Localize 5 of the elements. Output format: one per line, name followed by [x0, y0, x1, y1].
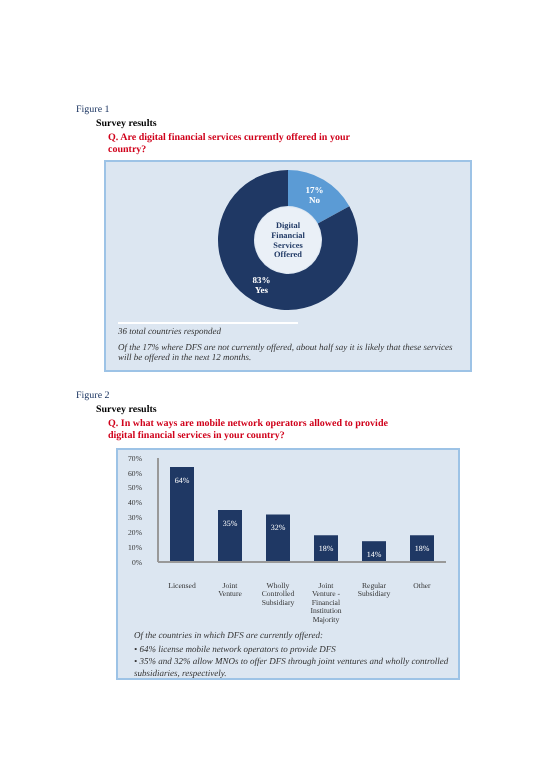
bar [170, 466, 194, 562]
donut-slice [218, 170, 358, 310]
donut-slice [288, 170, 350, 224]
bar [266, 514, 290, 562]
bar [218, 510, 242, 562]
